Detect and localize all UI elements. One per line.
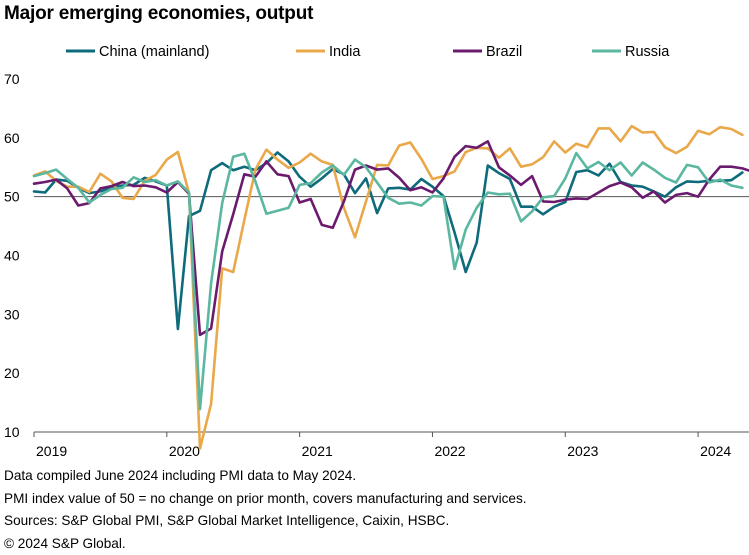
series-line-india <box>34 126 742 448</box>
note-pmi-definition: PMI index value of 50 = no change on pri… <box>4 488 527 511</box>
legend-label: India <box>329 44 361 60</box>
legend: China (mainland) India Brazil Russia <box>66 44 670 60</box>
chart-notes: Data compiled June 2024 including PMI da… <box>4 465 527 555</box>
legend-label: China (mainland) <box>99 44 209 60</box>
note-sources: Sources: S&P Global PMI, S&P Global Mark… <box>4 510 527 533</box>
x-tick-label: 2021 <box>302 443 333 459</box>
x-tick-label: 2023 <box>567 443 598 459</box>
line-chart: China (mainland) India Brazil Russia 10 20 30… <box>0 0 749 465</box>
series-line-brazil <box>34 141 749 335</box>
note-copyright: © 2024 S&P Global. <box>4 533 527 555</box>
x-tick-label: 2020 <box>169 443 200 459</box>
note-compiled: Data compiled June 2024 including PMI da… <box>4 465 527 488</box>
x-tick-label: 2024 <box>700 443 731 459</box>
y-axis: 10 20 30 40 50 60 70 <box>4 71 749 440</box>
x-axis: 2019 2020 2021 2022 2023 2024 <box>34 432 749 459</box>
y-tick-label: 30 <box>4 306 20 322</box>
y-tick-label: 70 <box>4 71 20 87</box>
series-lines <box>34 126 749 448</box>
y-tick-label: 50 <box>4 189 20 205</box>
x-tick-label: 2019 <box>36 443 67 459</box>
y-tick-label: 10 <box>4 424 20 440</box>
y-tick-label: 20 <box>4 365 20 381</box>
y-tick-label: 40 <box>4 248 20 264</box>
y-tick-label: 60 <box>4 130 20 146</box>
x-tick-label: 2022 <box>434 443 465 459</box>
legend-label: Brazil <box>486 44 522 60</box>
legend-label: Russia <box>625 44 670 60</box>
